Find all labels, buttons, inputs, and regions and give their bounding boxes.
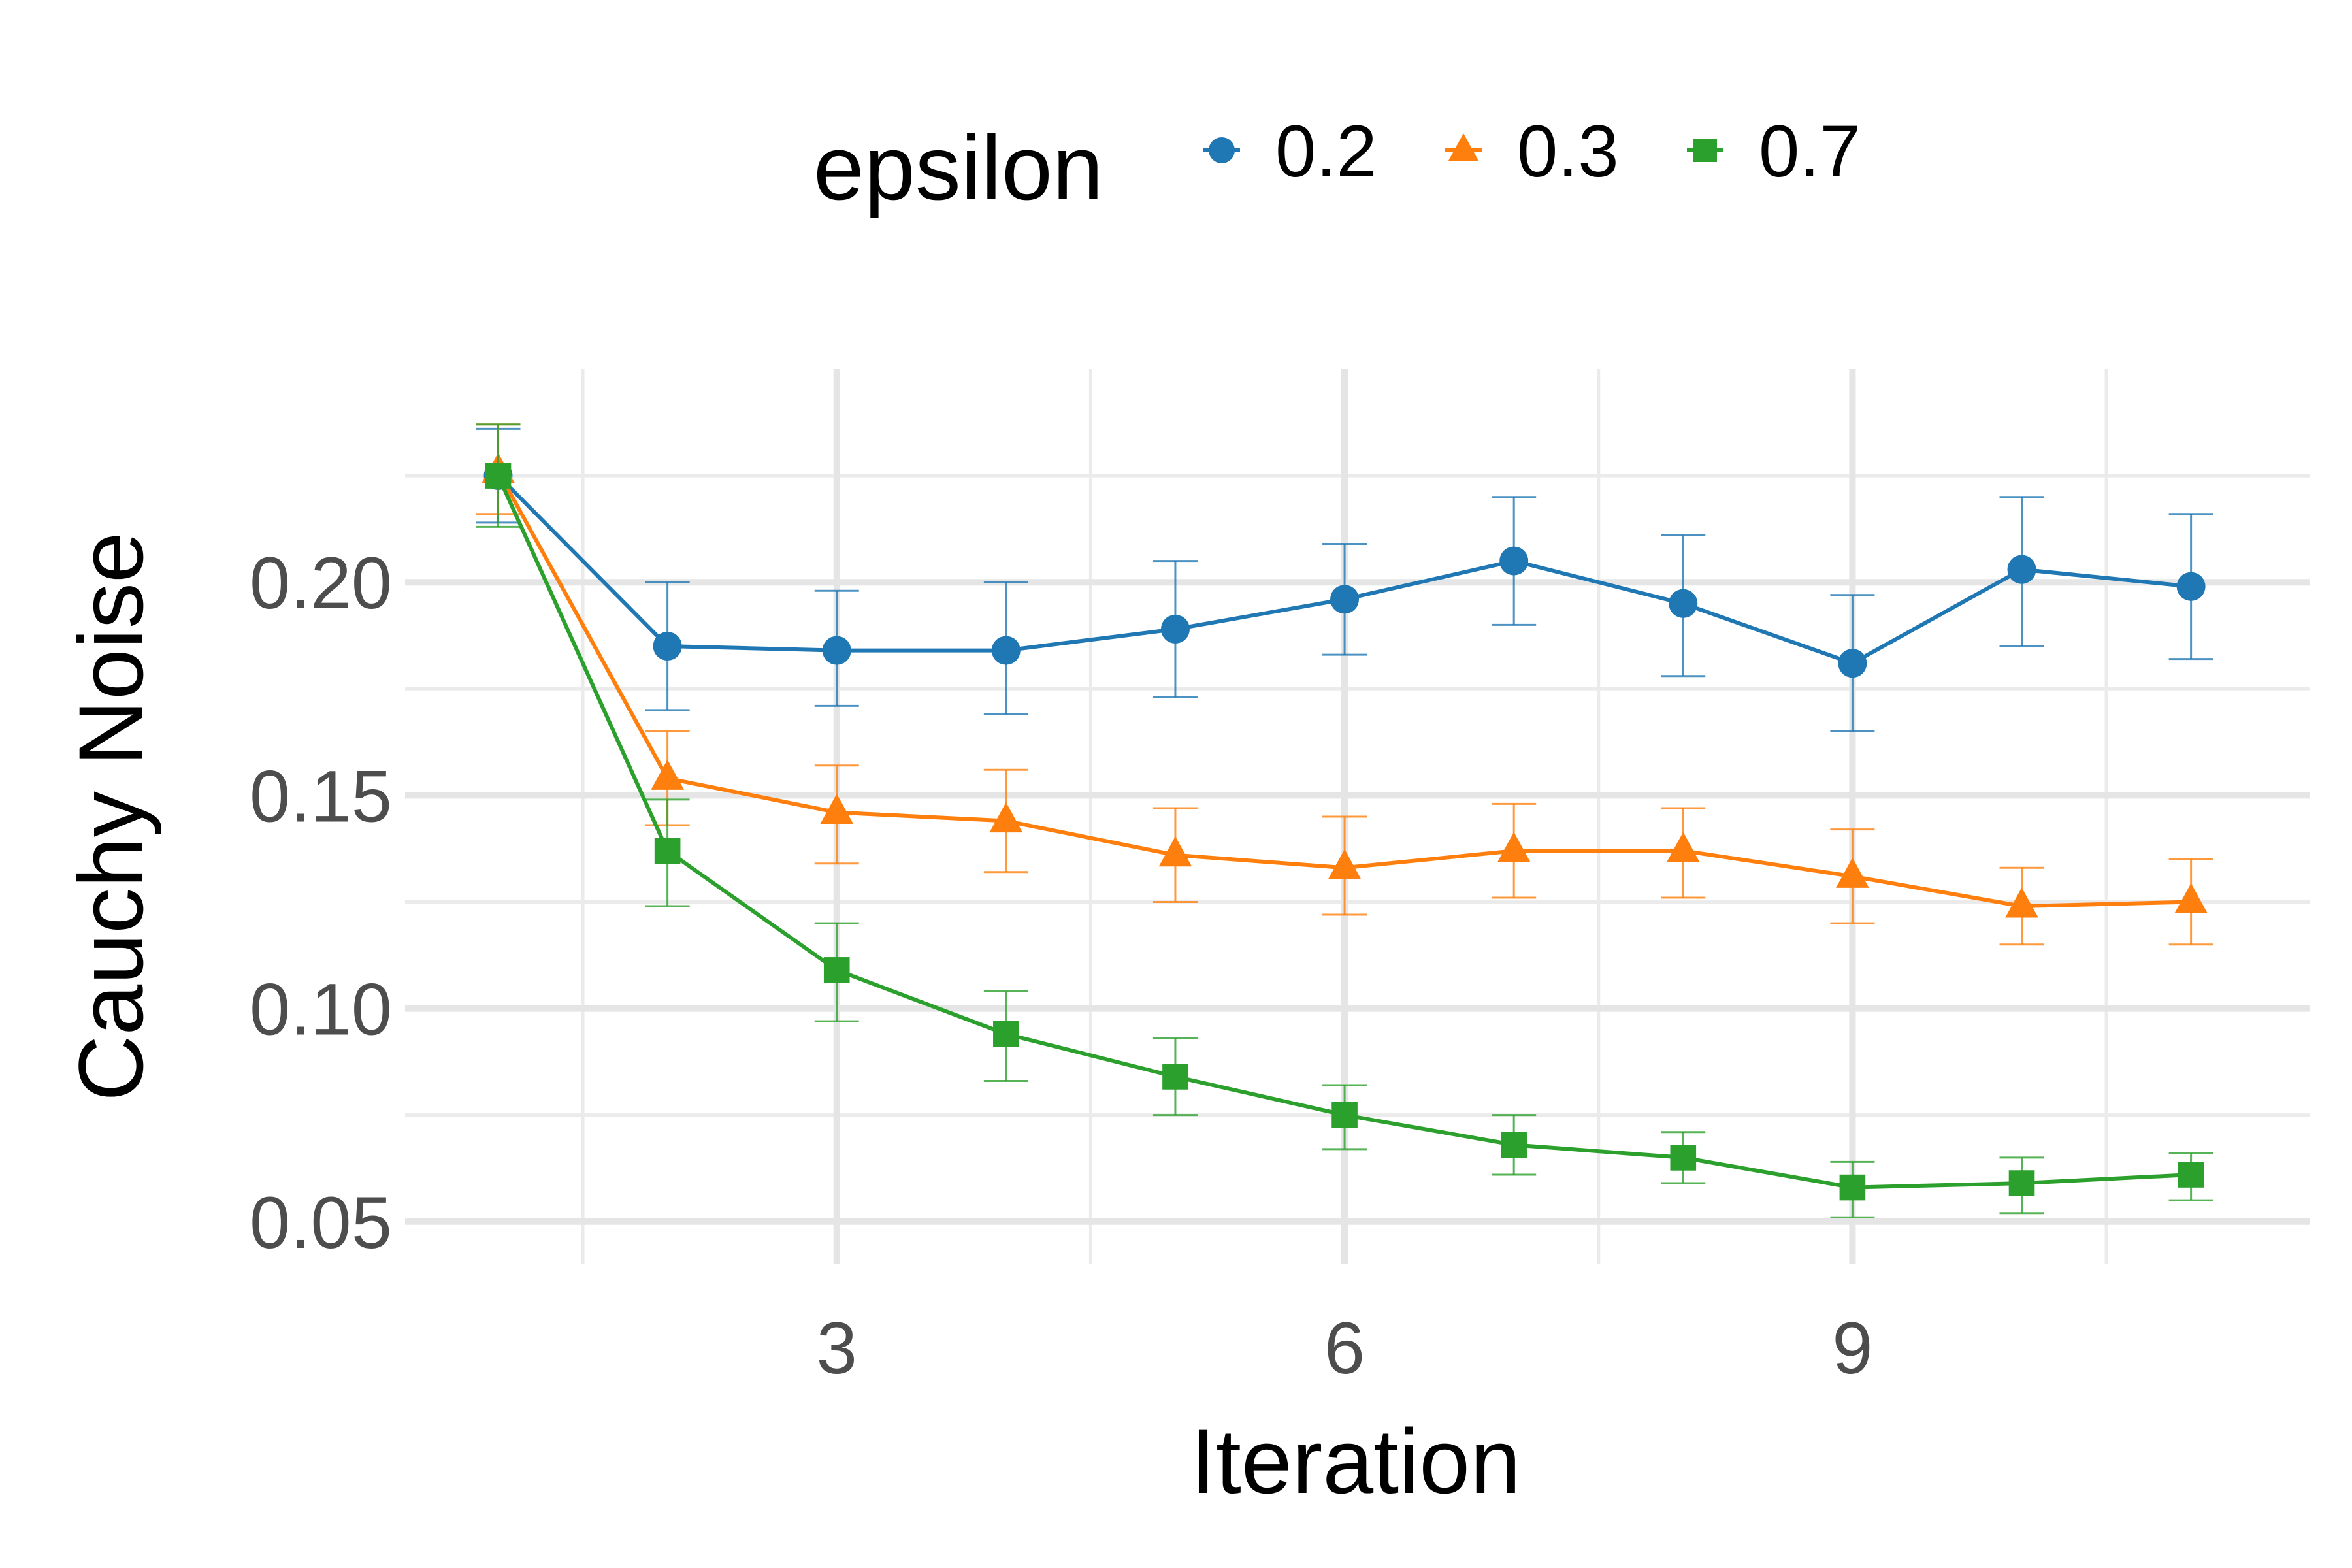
data-point bbox=[2176, 572, 2206, 601]
data-point bbox=[653, 632, 682, 661]
data-point bbox=[822, 636, 851, 665]
data-point bbox=[820, 793, 854, 825]
x-tick-label: 6 bbox=[1324, 1307, 1365, 1389]
data-point bbox=[823, 957, 850, 983]
y-tick-label: 0.20 bbox=[250, 542, 392, 624]
y-axis-tick-labels: 0.05 0.10 0.15 0.20 bbox=[250, 542, 392, 1264]
data-point bbox=[989, 802, 1023, 833]
series-layer bbox=[476, 423, 2213, 1218]
legend-items: 0.2 0.3 0.7 bbox=[1203, 110, 1861, 192]
data-point bbox=[1499, 546, 1529, 576]
data-point bbox=[1839, 1174, 1866, 1201]
x-tick-label: 3 bbox=[817, 1307, 857, 1389]
data-point bbox=[1160, 614, 1190, 644]
data-point bbox=[1331, 1102, 1358, 1128]
legend-title: epsilon bbox=[813, 116, 1103, 219]
data-point bbox=[1670, 1145, 1697, 1171]
x-axis-title: Iteration bbox=[1190, 1410, 1521, 1512]
x-tick-label: 9 bbox=[1832, 1307, 1872, 1389]
grid bbox=[405, 369, 2310, 1264]
data-point bbox=[2005, 887, 2038, 918]
legend-key-marker bbox=[1448, 133, 1478, 161]
series-square bbox=[476, 423, 2213, 1218]
y-tick-label: 0.10 bbox=[250, 969, 392, 1051]
legend-item: 0.3 bbox=[1445, 110, 1619, 192]
data-point bbox=[1330, 585, 1360, 614]
data-point bbox=[2007, 555, 2036, 584]
legend-label: 0.7 bbox=[1759, 110, 1861, 192]
data-point bbox=[651, 759, 684, 790]
data-point bbox=[1669, 589, 1698, 618]
data-point bbox=[654, 838, 681, 864]
data-point bbox=[991, 636, 1021, 665]
data-point bbox=[2178, 1162, 2204, 1188]
data-point bbox=[1666, 832, 1700, 862]
data-point bbox=[1158, 836, 1192, 867]
data-point bbox=[485, 463, 512, 489]
legend-label: 0.2 bbox=[1275, 110, 1377, 192]
data-point bbox=[1497, 832, 1531, 862]
y-tick-label: 0.15 bbox=[250, 755, 392, 837]
data-point bbox=[2008, 1170, 2035, 1196]
legend-label: 0.3 bbox=[1517, 110, 1619, 192]
data-point bbox=[1328, 849, 1362, 879]
data-point bbox=[1162, 1064, 1188, 1090]
series-triangle bbox=[476, 423, 2213, 946]
y-axis-title: Cauchy Noise bbox=[59, 532, 162, 1102]
data-point bbox=[1501, 1132, 1527, 1158]
legend-key-marker bbox=[1693, 139, 1717, 162]
data-point bbox=[1838, 649, 1867, 678]
x-axis-tick-labels: 3 6 9 bbox=[817, 1307, 1873, 1389]
legend-key-marker bbox=[1209, 137, 1235, 163]
y-tick-label: 0.05 bbox=[250, 1182, 392, 1264]
data-point bbox=[2174, 883, 2208, 914]
legend-item: 0.2 bbox=[1203, 110, 1377, 192]
legend-item: 0.7 bbox=[1687, 110, 1861, 192]
legend: epsilon 0.2 0.3 0.7 bbox=[813, 110, 1861, 219]
data-point bbox=[993, 1021, 1019, 1047]
data-point bbox=[1836, 857, 1869, 888]
